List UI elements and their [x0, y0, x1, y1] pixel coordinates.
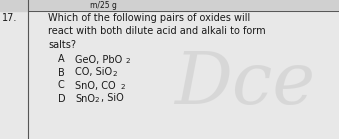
Text: 2: 2	[94, 97, 99, 103]
Text: m/25 g: m/25 g	[90, 2, 117, 11]
Text: SnO: SnO	[75, 94, 95, 104]
Text: react with both dilute acid and alkali to form: react with both dilute acid and alkali t…	[48, 27, 266, 37]
Text: A: A	[58, 54, 65, 64]
Text: B: B	[58, 68, 65, 78]
Text: 2: 2	[112, 71, 117, 77]
Text: D: D	[58, 94, 66, 104]
Text: Dce: Dce	[175, 49, 316, 119]
Text: CO, SiO: CO, SiO	[75, 68, 112, 78]
Text: C: C	[58, 80, 65, 90]
Text: 17.: 17.	[2, 13, 17, 23]
Text: salts?: salts?	[48, 40, 76, 50]
Text: 2: 2	[120, 84, 125, 90]
Bar	[0, 0, 339, 11]
Text: Which of the following pairs of oxides will: Which of the following pairs of oxides w…	[48, 13, 250, 23]
Text: 2: 2	[125, 58, 129, 64]
Text: GeO, PbO: GeO, PbO	[75, 54, 122, 64]
Text: , SiO: , SiO	[101, 94, 124, 104]
Text: SnO, CO: SnO, CO	[75, 80, 116, 90]
